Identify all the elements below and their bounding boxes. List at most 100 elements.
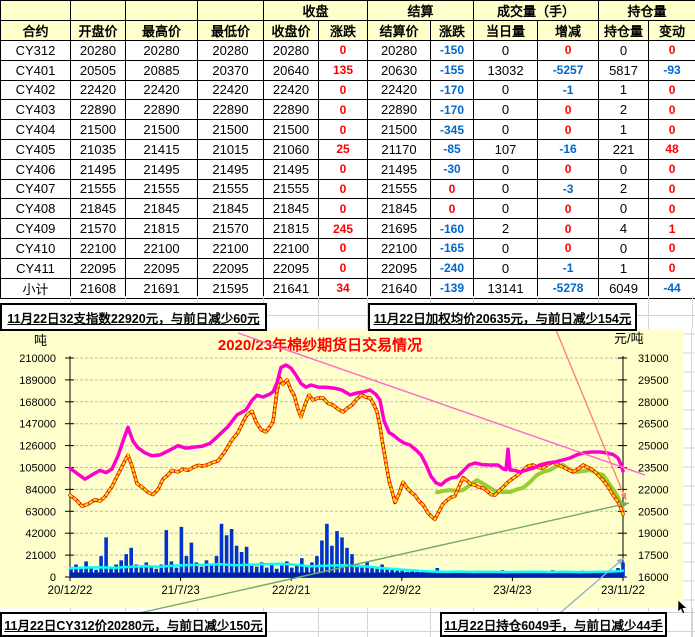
table-cell[interactable]: 221 (598, 138, 650, 160)
col-header[interactable]: 开盘价 (70, 20, 126, 41)
table-cell-change[interactable]: 0 (317, 40, 369, 61)
table-cell[interactable]: 0 (473, 178, 539, 200)
table-cell[interactable]: 22095 (125, 257, 198, 279)
table-cell[interactable]: 22890 (125, 99, 198, 121)
table-cell-change[interactable]: -1 (537, 79, 600, 101)
table-cell[interactable]: 21570 (197, 218, 264, 239)
group-header[interactable]: 收盘 (262, 0, 369, 21)
table-cell[interactable]: 21555 (70, 178, 126, 200)
header-empty-cell[interactable] (0, 0, 71, 21)
col-header[interactable]: 变动 (648, 20, 695, 41)
table-cell[interactable]: 20280 (367, 40, 432, 61)
table-cell-change[interactable]: 0 (537, 198, 600, 220)
table-cell-change[interactable]: -345 (430, 119, 475, 140)
table-cell[interactable]: 0 (598, 158, 650, 180)
table-cell[interactable]: 0 (473, 79, 539, 101)
table-cell[interactable]: 4 (598, 218, 650, 239)
table-cell-change[interactable]: -170 (430, 79, 475, 101)
table-cell-change[interactable]: 0 (648, 257, 695, 279)
table-cell-change[interactable]: 0 (648, 178, 695, 200)
table-cell-change[interactable]: 48 (648, 138, 695, 160)
table-cell[interactable]: 22095 (197, 257, 264, 279)
table-cell-change[interactable]: 0 (537, 40, 600, 61)
table-cell[interactable]: 20505 (70, 59, 126, 81)
table-cell[interactable]: 21415 (125, 138, 198, 160)
table-cell[interactable]: 21170 (367, 138, 432, 160)
table-cell[interactable]: 21845 (367, 198, 432, 220)
table-cell-change[interactable]: 34 (317, 277, 369, 299)
table-cell-change[interactable]: 0 (648, 198, 695, 220)
table-cell[interactable]: 22890 (197, 99, 264, 121)
table-cell-change[interactable]: -16 (537, 138, 600, 160)
table-cell-change[interactable]: 0 (430, 178, 475, 200)
table-cell[interactable]: 21555 (197, 178, 264, 200)
table-cell[interactable]: 21500 (125, 119, 198, 140)
table-cell[interactable]: CY406 (0, 158, 71, 180)
group-header[interactable]: 结算 (367, 0, 475, 21)
table-cell[interactable]: 22420 (263, 79, 319, 101)
table-cell-change[interactable]: -3 (537, 178, 600, 200)
group-header[interactable]: 持仓量 (598, 0, 695, 21)
table-cell[interactable]: 21555 (125, 178, 198, 200)
table-cell[interactable]: CY312 (0, 40, 71, 61)
col-header[interactable]: 当日量 (473, 20, 539, 41)
table-cell[interactable]: 20640 (263, 59, 319, 81)
table-cell[interactable]: 0 (598, 40, 650, 61)
textbox-weighted-avg[interactable]: 11月22日加权均价20635元，与前日减少154元 (368, 303, 637, 331)
table-cell[interactable]: 1 (598, 119, 650, 140)
table-cell[interactable]: 0 (473, 257, 539, 279)
table-cell[interactable]: 21815 (263, 218, 319, 239)
table-cell[interactable]: 22095 (367, 257, 432, 279)
col-header[interactable]: 最高价 (125, 20, 198, 41)
table-cell[interactable]: 21695 (367, 218, 432, 239)
table-cell[interactable]: 0 (473, 158, 539, 180)
table-cell-change[interactable]: -85 (430, 138, 475, 160)
table-cell[interactable]: 1 (598, 257, 650, 279)
table-cell[interactable]: 21641 (263, 277, 319, 299)
table-cell[interactable]: 22100 (125, 237, 198, 259)
table-cell-change[interactable]: -165 (430, 237, 475, 259)
table-cell[interactable]: 21845 (263, 198, 319, 220)
table-cell[interactable]: 21595 (197, 277, 264, 299)
table-cell[interactable]: 21495 (367, 158, 432, 180)
table-cell[interactable]: CY402 (0, 79, 71, 101)
table-cell-change[interactable]: -155 (430, 59, 475, 81)
table-cell[interactable]: 小计 (0, 277, 71, 299)
table-cell[interactable]: 2 (473, 218, 539, 239)
table-cell[interactable]: 20280 (197, 40, 264, 61)
table-cell-change[interactable]: -160 (430, 218, 475, 239)
table-cell-change[interactable]: 0 (317, 237, 369, 259)
group-header[interactable]: 成交量（手） (473, 0, 600, 21)
textbox-cy312-price[interactable]: 11月22日CY312价20280元，与前日减少150元 (0, 612, 267, 637)
col-header[interactable]: 收盘价 (263, 20, 319, 41)
header-empty-cell[interactable] (197, 0, 264, 21)
col-header[interactable]: 结算价 (367, 20, 432, 41)
table-cell-change[interactable]: -5257 (537, 59, 600, 81)
table-cell[interactable]: 22420 (367, 79, 432, 101)
table-cell-change[interactable]: 0 (648, 158, 695, 180)
textbox-open-interest[interactable]: 11月22日持仓6049手，与前日减少44手 (440, 612, 667, 637)
header-empty-cell[interactable] (70, 0, 126, 21)
table-cell-change[interactable]: -240 (430, 257, 475, 279)
table-cell-change[interactable]: 245 (317, 218, 369, 239)
table-cell[interactable]: 21555 (367, 178, 432, 200)
table-cell[interactable]: 22100 (70, 237, 126, 259)
table-cell-change[interactable]: 0 (317, 257, 369, 279)
table-cell-change[interactable]: 0 (317, 178, 369, 200)
table-cell[interactable]: 21060 (263, 138, 319, 160)
table-cell[interactable]: 22095 (263, 257, 319, 279)
table-cell[interactable]: 0 (473, 40, 539, 61)
table-cell[interactable]: 22890 (263, 99, 319, 121)
table-cell[interactable]: 22100 (197, 237, 264, 259)
table-cell[interactable]: 2 (598, 99, 650, 121)
table-cell-change[interactable]: 0 (317, 99, 369, 121)
textbox-index-32s[interactable]: 11月22日32支指数22920元，与前日减少60元 (0, 303, 267, 331)
table-cell[interactable]: CY408 (0, 198, 71, 220)
table-cell[interactable]: 21845 (70, 198, 126, 220)
table-cell[interactable]: 21500 (263, 119, 319, 140)
table-cell[interactable]: 2 (598, 178, 650, 200)
table-cell[interactable]: 22095 (70, 257, 126, 279)
table-cell[interactable]: 21555 (263, 178, 319, 200)
table-cell[interactable]: 0 (473, 119, 539, 140)
table-cell[interactable]: 1 (598, 79, 650, 101)
